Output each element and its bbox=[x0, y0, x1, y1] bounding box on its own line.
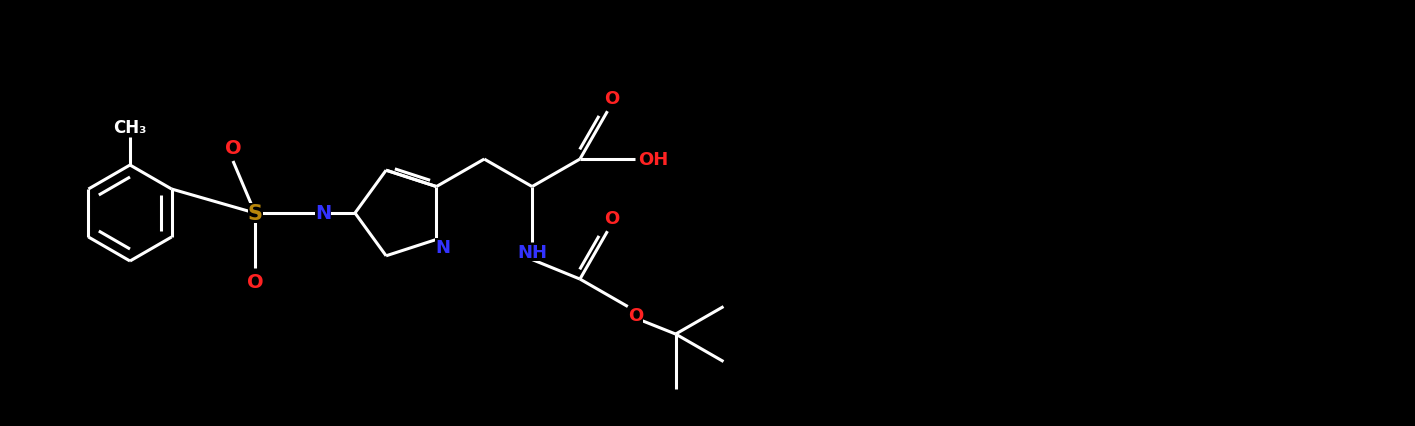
Text: OH: OH bbox=[638, 151, 668, 169]
Text: O: O bbox=[604, 210, 620, 227]
Text: NH: NH bbox=[516, 243, 548, 261]
Text: O: O bbox=[628, 306, 644, 324]
Text: N: N bbox=[434, 239, 450, 257]
Text: O: O bbox=[225, 138, 242, 157]
Text: CH₃: CH₃ bbox=[113, 119, 147, 137]
Text: S: S bbox=[248, 204, 263, 224]
Text: N: N bbox=[316, 204, 331, 223]
Text: O: O bbox=[246, 272, 263, 291]
Text: O: O bbox=[604, 90, 620, 108]
